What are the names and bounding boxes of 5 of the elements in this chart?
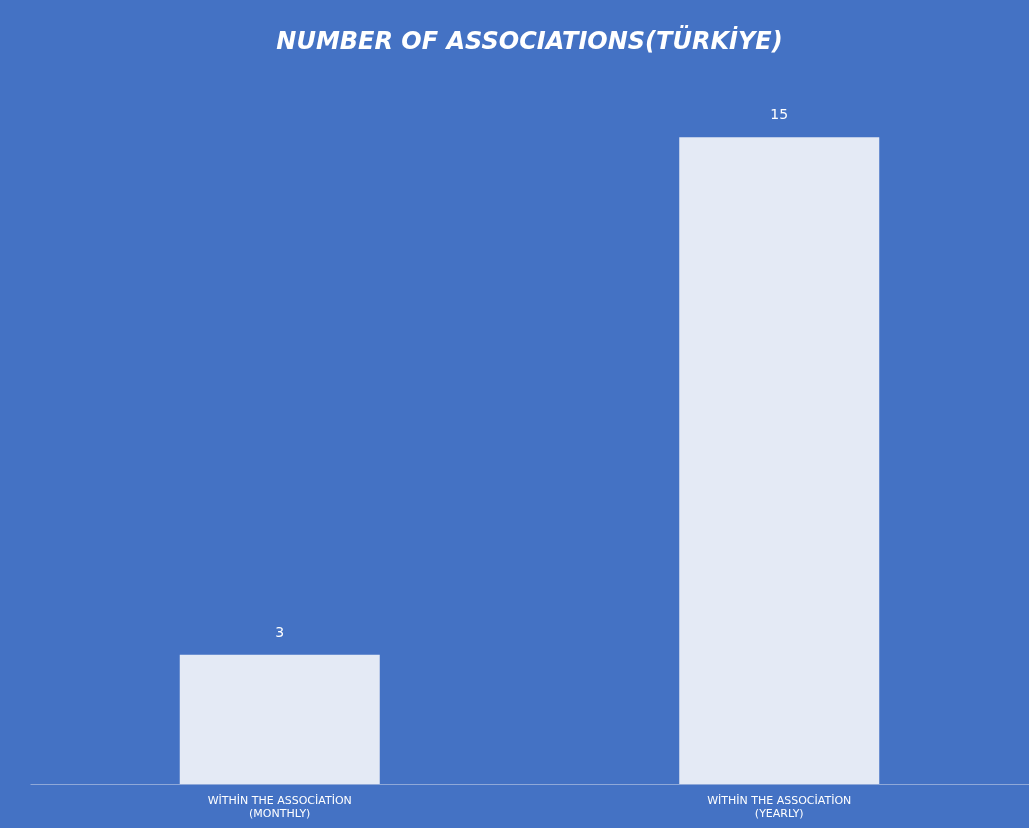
x-tick-label: WİTHİN THE ASSOCİATİON (YEARLY) bbox=[707, 793, 852, 820]
data-label: 15 bbox=[770, 106, 789, 123]
data-label: 3 bbox=[275, 623, 285, 640]
chart-title: NUMBER OF ASSOCIATIONS(TÜRKİYE) bbox=[276, 25, 783, 55]
x-tick-label: WİTHİN THE ASSOCİATİON (MONTHLY) bbox=[207, 793, 352, 820]
